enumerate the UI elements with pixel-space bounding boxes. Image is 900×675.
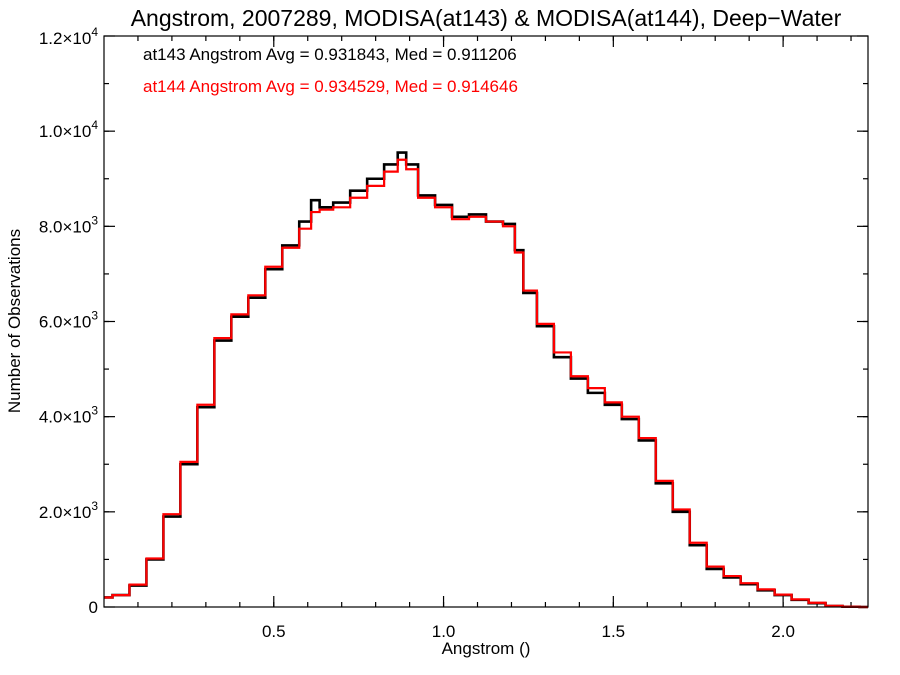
- x-tick-label: 1.0: [432, 622, 456, 641]
- y-tick-label: 0: [89, 598, 98, 617]
- x-axis-label: Angstrom (): [442, 639, 531, 658]
- chart-title: Angstrom, 2007289, MODISA(at143) & MODIS…: [131, 5, 842, 31]
- y-tick-label: 1.2×104: [39, 25, 98, 48]
- annotation-at144: at144 Angstrom Avg = 0.934529, Med = 0.9…: [143, 77, 518, 96]
- annotation-at143: at143 Angstrom Avg = 0.931843, Med = 0.9…: [143, 45, 517, 64]
- x-tick-label: 0.5: [262, 622, 286, 641]
- y-tick-label: 2.0×103: [39, 499, 98, 522]
- y-tick-label: 1.0×104: [39, 118, 98, 141]
- y-tick-label: 4.0×103: [39, 404, 98, 427]
- series-line-at144: [104, 158, 868, 609]
- x-ticks-group: 0.5 1.0 1.5 2.0: [137, 36, 852, 641]
- y-axis-label: Number of Observations: [5, 229, 24, 413]
- series-line-at143: [104, 151, 868, 609]
- plot-frame: [103, 35, 869, 608]
- x-tick-label: 2.0: [771, 622, 795, 641]
- x-tick-label: 1.5: [602, 622, 626, 641]
- series-group: [104, 151, 868, 609]
- y-tick-label: 6.0×103: [39, 309, 98, 332]
- y-tick-label: 8.0×103: [39, 213, 98, 236]
